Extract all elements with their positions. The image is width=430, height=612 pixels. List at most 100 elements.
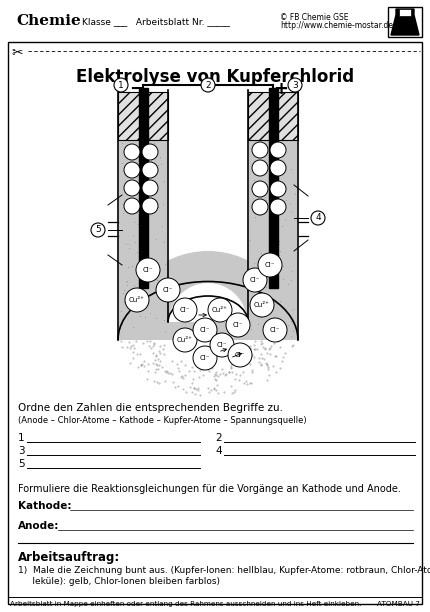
Point: [271, 249, 278, 259]
Point: [254, 307, 261, 317]
Point: [126, 149, 133, 159]
Circle shape: [124, 180, 140, 196]
Circle shape: [228, 343, 252, 367]
Point: [262, 309, 269, 319]
Circle shape: [210, 333, 234, 357]
Text: © FB Chemie GSE: © FB Chemie GSE: [280, 13, 348, 22]
Circle shape: [258, 253, 282, 277]
Point: [247, 324, 254, 334]
Point: [154, 275, 160, 285]
Point: [254, 293, 261, 303]
Point: [129, 181, 136, 190]
Text: 2: 2: [205, 81, 211, 89]
Circle shape: [201, 78, 215, 92]
Point: [288, 275, 295, 285]
Point: [263, 282, 270, 292]
Bar: [268, 88, 277, 288]
Text: 4: 4: [215, 446, 221, 456]
Point: [136, 311, 143, 321]
Point: [252, 212, 259, 222]
Point: [154, 186, 161, 196]
Point: [251, 176, 258, 185]
Text: ATOMBAU 7: ATOMBAU 7: [377, 601, 420, 607]
Point: [125, 201, 132, 211]
Circle shape: [250, 293, 274, 317]
Point: [280, 274, 287, 283]
Circle shape: [226, 313, 250, 337]
Point: [158, 296, 165, 305]
Point: [261, 192, 268, 202]
Text: 5: 5: [95, 225, 101, 234]
Point: [160, 200, 167, 209]
Text: Klasse ___   Arbeitsblatt Nr. _____: Klasse ___ Arbeitsblatt Nr. _____: [82, 17, 230, 26]
Point: [161, 296, 168, 305]
Circle shape: [142, 198, 158, 214]
Text: Cl⁻: Cl⁻: [143, 267, 153, 273]
Point: [251, 294, 258, 304]
Point: [288, 331, 295, 341]
Circle shape: [125, 288, 149, 312]
Point: [247, 236, 254, 245]
Point: [262, 195, 269, 204]
Point: [287, 207, 294, 217]
Point: [149, 160, 156, 170]
Point: [253, 304, 260, 314]
Text: Elektrolyse von Kupferchlorid: Elektrolyse von Kupferchlorid: [76, 68, 354, 86]
Circle shape: [142, 162, 158, 178]
Point: [259, 304, 266, 313]
Text: Cl⁻: Cl⁻: [270, 327, 280, 333]
Point: [162, 327, 169, 337]
Point: [131, 280, 138, 290]
Text: 1)  Male die Zeichnung bunt aus. (Kupfer-Ionen: hellblau, Kupfer-Atome: rotbraun: 1) Male die Zeichnung bunt aus. (Kupfer-…: [18, 566, 430, 575]
Point: [278, 321, 285, 331]
Text: Formuliere die Reaktionsgleichungen für die Vorgänge an Kathode und Anode.: Formuliere die Reaktionsgleichungen für …: [18, 484, 401, 494]
Bar: [248, 92, 298, 140]
Point: [276, 250, 283, 260]
Bar: [399, 9, 411, 16]
Text: 3: 3: [292, 81, 298, 89]
Text: Ordne den Zahlen die entsprechenden Begriffe zu.: Ordne den Zahlen die entsprechenden Begr…: [18, 403, 283, 413]
Point: [152, 313, 159, 323]
Point: [287, 200, 294, 209]
Point: [269, 209, 276, 219]
Text: Cu²⁺: Cu²⁺: [254, 302, 270, 308]
Point: [153, 234, 160, 244]
Bar: [119, 140, 167, 340]
Text: Arbeitsauftrag:: Arbeitsauftrag:: [18, 551, 120, 564]
Point: [134, 288, 141, 298]
Text: Cl⁻: Cl⁻: [217, 342, 227, 348]
Point: [119, 159, 126, 168]
Point: [123, 239, 130, 248]
Point: [272, 274, 279, 283]
Point: [141, 201, 148, 211]
Wedge shape: [169, 283, 247, 322]
Text: Cu²⁺: Cu²⁺: [129, 297, 145, 303]
Point: [278, 221, 285, 231]
Point: [282, 214, 289, 224]
Point: [147, 308, 154, 318]
Point: [285, 278, 292, 288]
Bar: [249, 140, 297, 340]
Point: [277, 264, 284, 274]
Point: [250, 296, 257, 305]
Circle shape: [124, 198, 140, 214]
Point: [264, 327, 271, 337]
Point: [119, 288, 126, 298]
Circle shape: [270, 181, 286, 197]
Point: [125, 198, 132, 208]
Circle shape: [91, 223, 105, 237]
Circle shape: [193, 318, 217, 342]
Point: [274, 172, 281, 182]
Point: [276, 296, 283, 305]
Point: [120, 199, 126, 209]
Point: [122, 194, 129, 204]
Point: [121, 285, 128, 295]
Text: Cl⁻: Cl⁻: [250, 277, 260, 283]
Point: [258, 248, 264, 258]
Point: [133, 203, 140, 213]
Circle shape: [270, 142, 286, 158]
Point: [289, 304, 296, 314]
Point: [119, 138, 126, 148]
Text: (Anode – Chlor-Atome – Kathode – Kupfer-Atome – Spannungsquelle): (Anode – Chlor-Atome – Kathode – Kupfer-…: [18, 416, 307, 425]
Point: [141, 174, 147, 184]
